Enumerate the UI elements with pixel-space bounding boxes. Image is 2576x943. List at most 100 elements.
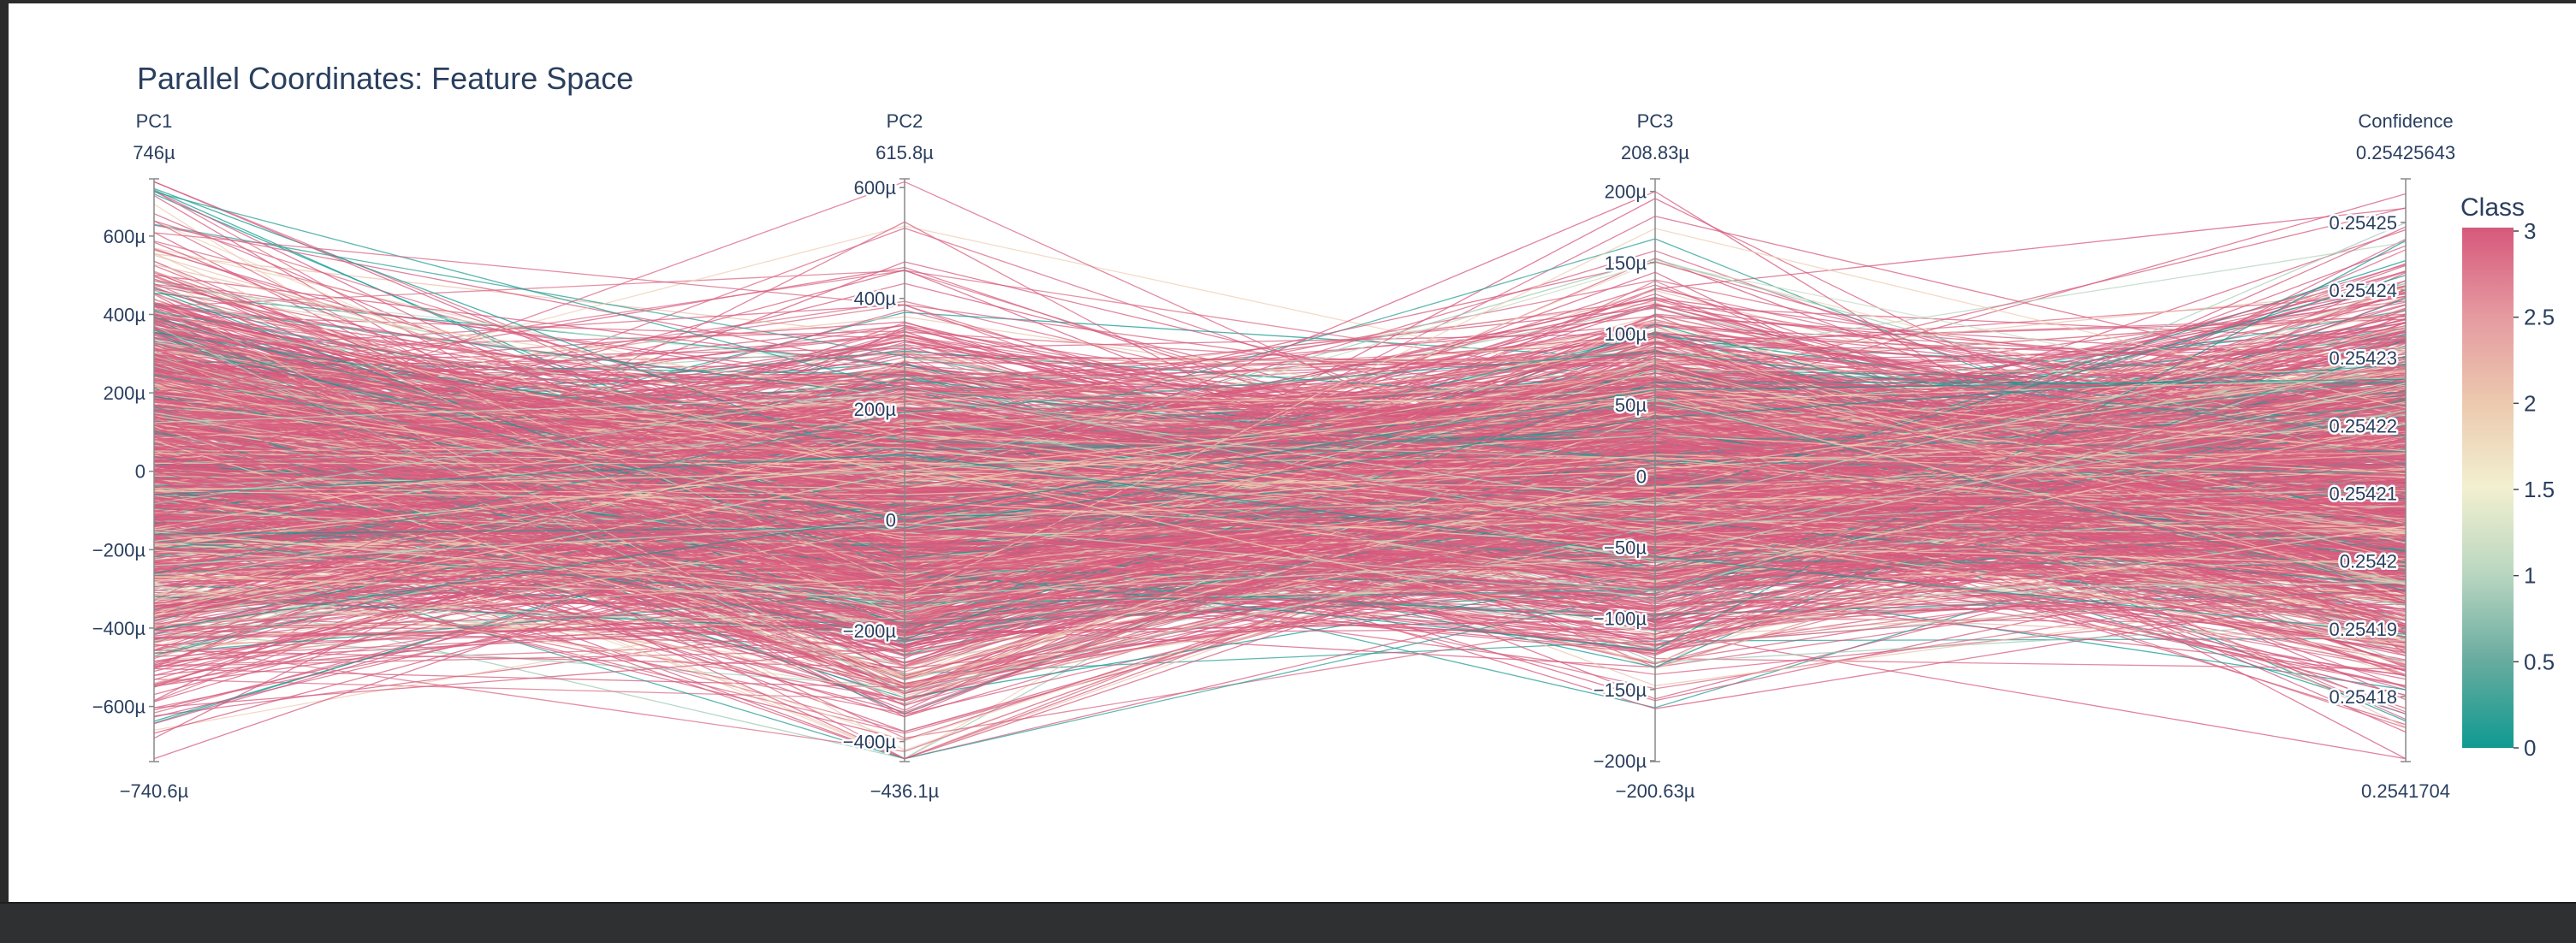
data-line: [153, 433, 2407, 545]
parallel-coordinates-chart: Parallel Coordinates: Feature Space PC1 7…: [90, 61, 2555, 802]
data-line: [153, 428, 2407, 586]
colorbar-tick-label: 1.5: [2524, 477, 2555, 502]
data-line: [153, 447, 2407, 570]
data-line: [153, 533, 2407, 654]
data-line: [153, 409, 2407, 709]
data-line: [153, 351, 2407, 574]
data-line: [153, 490, 2407, 565]
axis-tick-label: 400µ: [854, 288, 897, 310]
data-line: [153, 309, 2407, 527]
data-line: [153, 494, 2407, 586]
axis-tick-label: 0.25418: [2329, 686, 2397, 708]
axis-tick-label: 0: [1636, 466, 1647, 487]
colorbar-tick-label: 0.5: [2524, 649, 2555, 674]
data-line: [153, 431, 2407, 507]
data-line: [153, 362, 2407, 626]
colorbar: Class 3 2.5 2 1.5 1 0.5 0: [2460, 193, 2555, 761]
axis-tick-label: 0.2542: [2340, 551, 2397, 572]
data-line: [153, 241, 2407, 552]
axis-tick-label: 0: [135, 461, 145, 483]
axis-tick-label: 0.25421: [2329, 483, 2397, 505]
data-line: [153, 388, 2407, 626]
data-line: [153, 447, 2407, 647]
data-line: [153, 522, 2407, 592]
colorbar-tick-label: 2.5: [2524, 305, 2555, 330]
colorbar-tick-label: 0: [2524, 735, 2536, 761]
axis-tick-label: −400µ: [92, 618, 146, 639]
axis-confidence[interactable]: Confidence 0.25425643 0.2541704 0.25425 0.25…: [2327, 110, 2455, 802]
data-line: [153, 181, 2407, 523]
data-line: [153, 424, 2407, 676]
axis-tick-label: −100µ: [1594, 608, 1647, 630]
data-line: [153, 530, 2407, 579]
data-line: [153, 386, 2407, 537]
data-line: [153, 379, 2407, 522]
axis-tick-label: −400µ: [843, 732, 897, 753]
data-line: [153, 373, 2407, 541]
data-line: [153, 393, 2407, 537]
data-line: [153, 449, 2407, 583]
axis-name: PC1: [136, 110, 173, 132]
data-line: [153, 367, 2407, 611]
data-line: [153, 383, 2407, 668]
data-line: [153, 284, 2407, 578]
axis-tick-label: −600µ: [92, 697, 146, 718]
axis-pc3[interactable]: PC3 208.83µ −200.63µ 200µ 150µ 100µ 50µ 0 −50µ −1…: [1591, 110, 1695, 802]
data-line: [153, 315, 2407, 474]
data-line: [153, 495, 2407, 724]
data-line: [153, 308, 2407, 593]
axis-name: Confidence: [2358, 110, 2453, 132]
axis-tick-label: 200µ: [854, 399, 897, 420]
data-line: [153, 264, 2407, 460]
data-line: [153, 462, 2407, 620]
colorbar-tick-label: 3: [2524, 218, 2536, 244]
data-line: [153, 429, 2407, 509]
axis-tick-label: 0.25425: [2329, 212, 2397, 234]
axis-tick-label: 0.25423: [2329, 347, 2397, 369]
axis-tick-label: 600µ: [104, 226, 146, 247]
axis-range-max: 208.83µ: [1621, 142, 1689, 163]
axis-range-max: 746µ: [133, 142, 175, 163]
data-line: [153, 454, 2407, 635]
colorbar-ticks: 3 2.5 2 1.5 1 0.5 0: [2514, 218, 2555, 761]
axes-layer: PC1 746µ −740.6µ 600µ 400µ 200µ 0 −200µ −400µ −60…: [90, 110, 2455, 802]
axis-tick-label: 600µ: [854, 177, 897, 199]
data-line: [153, 435, 2407, 713]
axis-range-min: −200.63µ: [1616, 780, 1695, 802]
data-line: [153, 329, 2407, 631]
colorbar-title: Class: [2460, 193, 2525, 222]
axis-tick-label: −150µ: [1594, 679, 1647, 701]
axis-tick-label: 100µ: [1605, 323, 1647, 345]
data-line: [153, 425, 2407, 668]
polylines-layer: [153, 181, 2407, 760]
data-line: [153, 368, 2407, 540]
data-line: [153, 364, 2407, 535]
data-line: [153, 429, 2407, 571]
data-line: [153, 407, 2407, 718]
axis-tick-label: 150µ: [1605, 252, 1647, 274]
data-line: [153, 410, 2407, 496]
data-line: [153, 308, 2407, 461]
data-line: [153, 454, 2407, 610]
axis-tick-label: 50µ: [1615, 394, 1647, 416]
data-line: [153, 232, 2407, 539]
data-line: [153, 378, 2407, 572]
colorbar-tick-label: 1: [2524, 563, 2536, 589]
data-line: [153, 394, 2407, 555]
axis-tick-label: −50µ: [1604, 537, 1647, 558]
axis-pc1[interactable]: PC1 746µ −740.6µ 600µ 400µ 200µ 0 −200µ −400µ −60…: [90, 110, 189, 802]
data-line: [153, 480, 2407, 752]
data-line: [153, 270, 2407, 401]
data-line: [153, 382, 2407, 597]
data-line: [153, 325, 2407, 598]
axis-tick-label: −200µ: [1594, 750, 1647, 772]
axis-tick-label: 0.25422: [2329, 415, 2397, 436]
data-line: [153, 369, 2407, 592]
data-line: [153, 411, 2407, 617]
data-line: [153, 357, 2407, 632]
axis-tick-label: 0: [886, 510, 896, 531]
axis-range-min: −436.1µ: [870, 780, 940, 802]
axis-range-min: −740.6µ: [120, 780, 189, 802]
axis-pc2[interactable]: PC2 615.8µ −436.1µ 600µ 400µ 200µ 0 −200µ −400µ: [840, 110, 940, 802]
data-line: [153, 533, 2407, 680]
